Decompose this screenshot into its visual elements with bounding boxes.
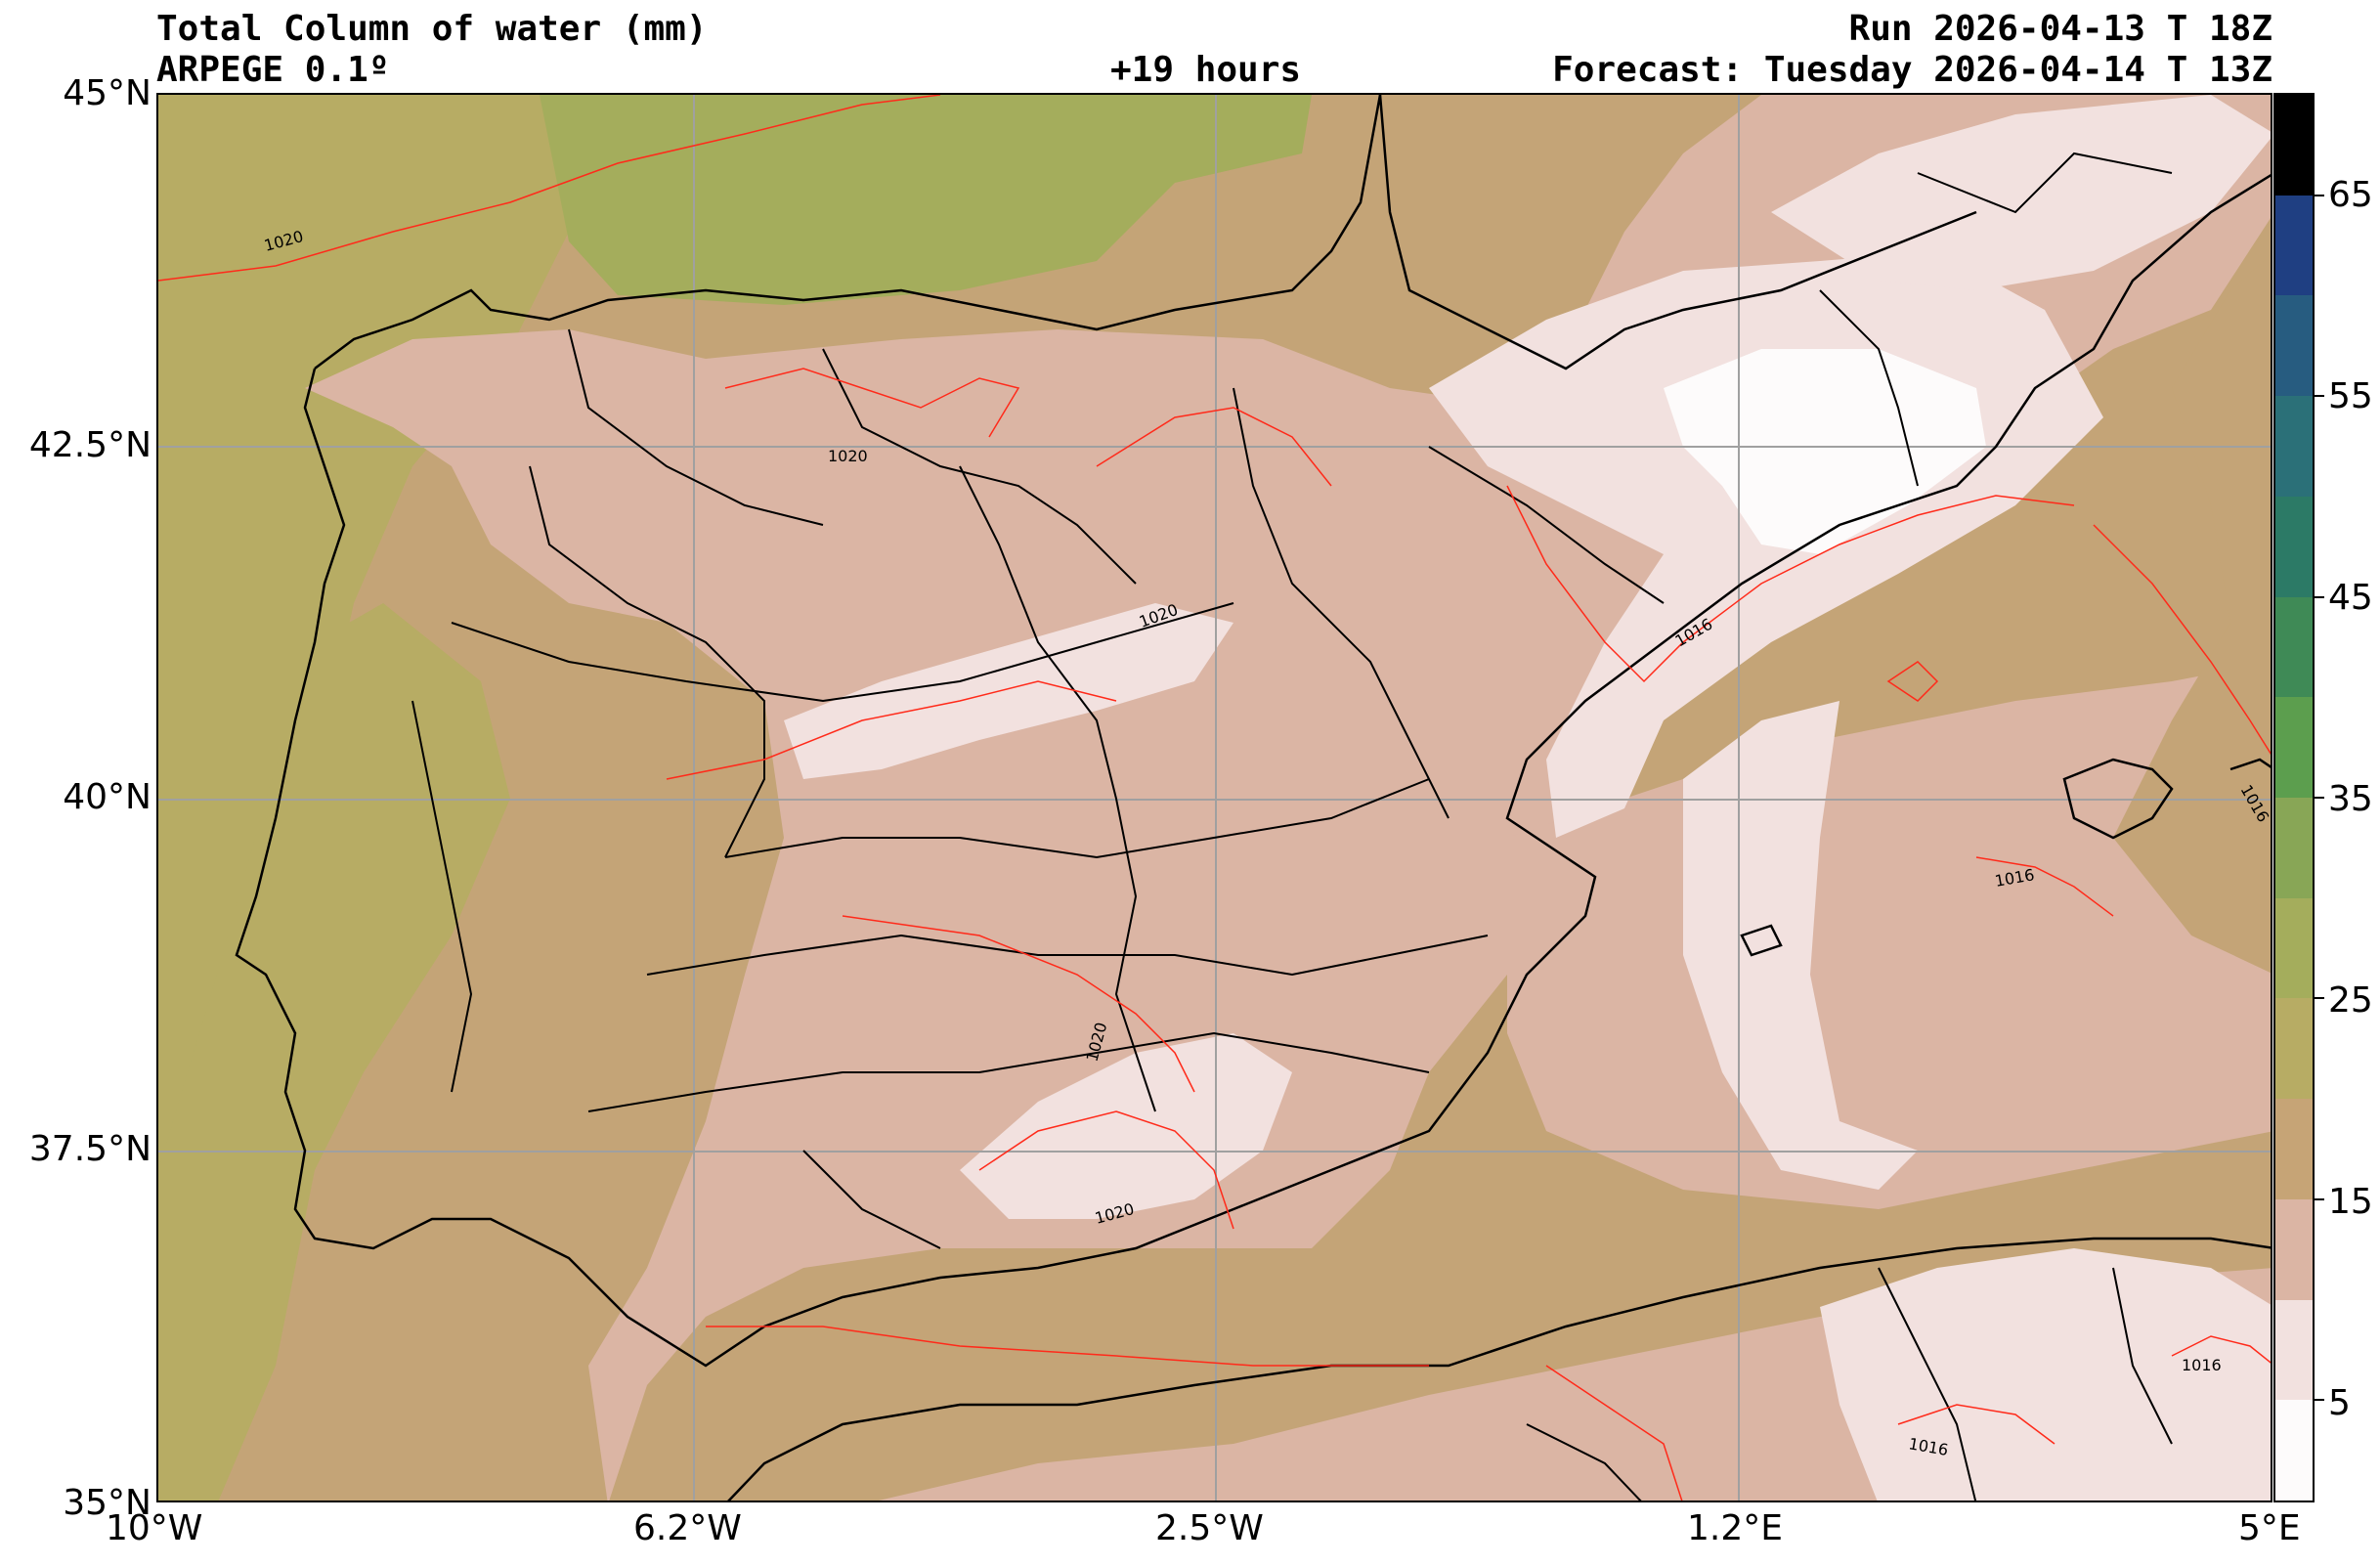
coastlines	[235, 95, 2271, 1501]
x-tick-label: 5°E	[2238, 1508, 2301, 1548]
x-tick-label: 10°W	[106, 1508, 203, 1548]
model-label: ARPEGE 0.1º	[156, 50, 390, 90]
colorbar-label: 35	[2328, 779, 2373, 819]
field-iberia-pink	[305, 329, 2271, 1501]
colorbar-tick	[2315, 1399, 2324, 1402]
run-label: Run 2026-04-13 T 18Z	[1848, 9, 2272, 49]
colorbar-tick	[2315, 797, 2324, 799]
field-east-tan	[2113, 254, 2271, 974]
colorbar-label: 55	[2328, 376, 2373, 416]
map-title: Total Column of water (mm)	[156, 9, 708, 49]
colorbar-segment	[2275, 596, 2313, 698]
colorbar-tick	[2315, 997, 2324, 1000]
colorbar-segment	[2275, 295, 2313, 397]
field-atlantic-portugal	[158, 603, 510, 1501]
y-tick-label: 45°N	[63, 73, 151, 113]
admin-borders	[411, 152, 2173, 1501]
isobars	[158, 95, 2271, 1501]
colorbar-segment	[2275, 1400, 2313, 1501]
colorbar-segment	[2275, 95, 2313, 196]
colorbar-segment	[2275, 998, 2313, 1100]
colorbar-tick	[2315, 395, 2324, 398]
field-africa-pale	[1820, 1248, 2271, 1501]
colorbar-label: 65	[2328, 175, 2373, 215]
y-tick-label: 35°N	[63, 1483, 151, 1523]
y-tick-label: 42.5°N	[28, 425, 151, 465]
isobar-label: 1020	[828, 447, 868, 465]
map-area[interactable]: 1020 1020 1020 1020 1020 1016 1016 1016 …	[156, 93, 2272, 1502]
x-tick-label: 2.5°W	[1155, 1508, 1264, 1548]
colorbar-segment	[2275, 1299, 2313, 1401]
field-france-pale	[1771, 95, 2271, 290]
map-grid	[158, 95, 2271, 1501]
colorbar-segment	[2275, 897, 2313, 999]
isobar-label: 1016	[2182, 1356, 2222, 1374]
colorbar-segment	[2275, 496, 2313, 597]
y-tick-label: 37.5°N	[28, 1129, 151, 1169]
colorbar-segment	[2275, 396, 2313, 497]
colorbar-label: 45	[2328, 578, 2373, 618]
colorbar	[2273, 93, 2315, 1502]
map-canvas: 1020 1020 1020 1020 1020 1016 1016 1016 …	[158, 95, 2271, 1501]
colorbar-segment	[2275, 1198, 2313, 1300]
colorbar-tick	[2315, 595, 2324, 598]
colorbar-label: 25	[2328, 980, 2373, 1021]
colorbar-segment	[2275, 195, 2313, 296]
x-tick-label: 6.2°W	[633, 1508, 742, 1548]
field-bay-biscay	[540, 95, 1312, 305]
field-central-pale	[784, 603, 1233, 779]
colorbar-segment	[2275, 1099, 2313, 1199]
field-andalucia-pale	[960, 1033, 1292, 1219]
colorbar-tick	[2315, 194, 2324, 196]
x-tick-label: 1.2°E	[1687, 1508, 1783, 1548]
colorbar-label: 15	[2328, 1182, 2373, 1222]
lead-time-label: +19 hours	[1110, 50, 1302, 90]
field-mediterranean-pale	[1683, 701, 1918, 1190]
colorbar-label: 5	[2328, 1383, 2351, 1423]
colorbar-tick	[2315, 1197, 2324, 1200]
forecast-label: Forecast: Tuesday 2026-04-14 T 13Z	[1552, 50, 2272, 90]
colorbar-segment	[2275, 798, 2313, 898]
colorbar-segment	[2275, 697, 2313, 798]
y-tick-label: 40°N	[63, 777, 151, 817]
